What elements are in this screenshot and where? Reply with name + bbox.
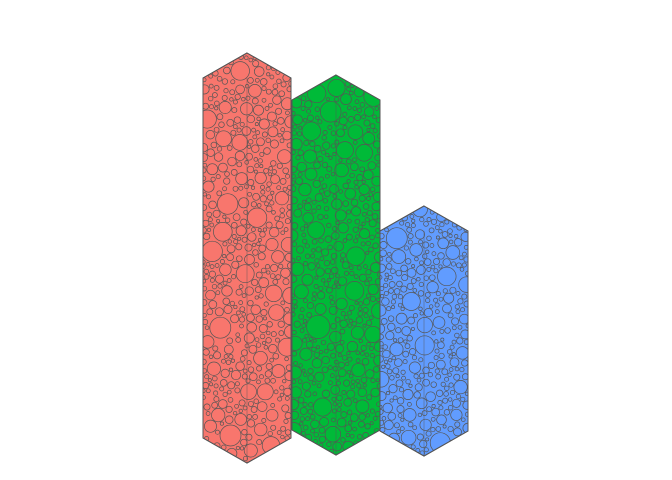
- bar-series-2: [286, 75, 387, 455]
- bar-series-1: [198, 53, 299, 463]
- bar-series-3: [373, 202, 474, 456]
- chart-bars: [198, 53, 474, 463]
